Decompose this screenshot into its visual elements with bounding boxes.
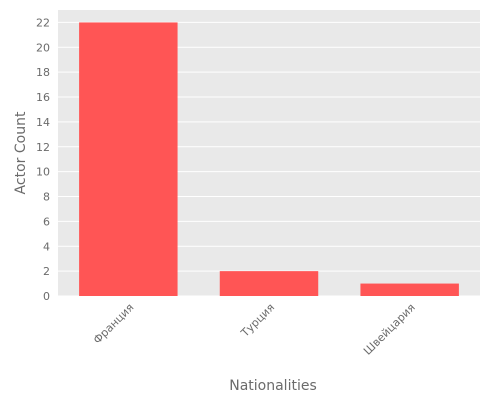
y-tick-label: 20 [36, 41, 50, 54]
x-tick-label: Турция [238, 301, 277, 340]
y-tick-label: 18 [36, 66, 50, 79]
y-tick-label: 0 [43, 290, 50, 303]
y-tick-label: 2 [43, 265, 50, 278]
bar [79, 22, 178, 296]
y-tick-label: 12 [36, 141, 50, 154]
x-axis-title: Nationalities [229, 378, 317, 394]
bars [79, 22, 459, 296]
y-tick-label: 10 [36, 166, 50, 179]
x-tick-label: Франция [91, 301, 137, 347]
y-axis-title: Actor Count [13, 111, 29, 194]
y-tick-label: 8 [43, 191, 50, 204]
y-tick-label: 16 [36, 91, 50, 104]
y-tick-label: 14 [36, 116, 50, 129]
y-axis-ticks: 0 2 4 6 8 10 12 14 16 18 20 22 [36, 16, 50, 303]
bar [219, 271, 319, 296]
y-tick-label: 22 [36, 16, 50, 29]
x-tick-label: Швейцария [361, 301, 418, 358]
y-tick-label: 6 [43, 215, 50, 228]
x-axis-ticks: Франция Турция Швейцария [91, 301, 418, 358]
y-tick-label: 4 [43, 240, 50, 253]
bar [360, 283, 459, 296]
